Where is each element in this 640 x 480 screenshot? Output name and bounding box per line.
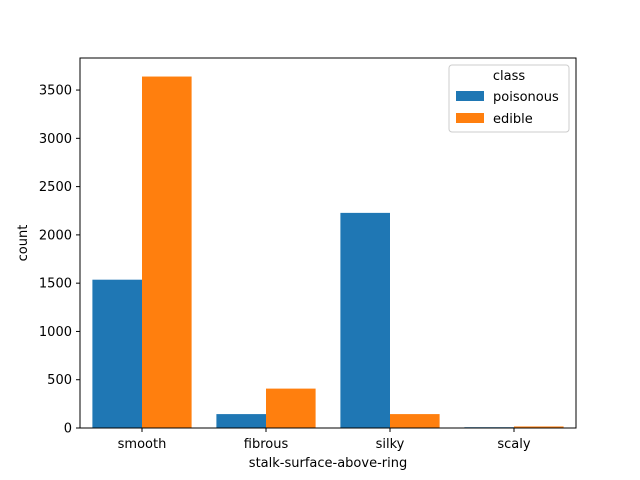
- legend-title: class: [493, 69, 525, 84]
- y-tick-label-500: 500: [47, 373, 72, 388]
- y-tick-label-0: 0: [64, 422, 72, 437]
- legend-label-edible: edible: [493, 112, 533, 127]
- bar-poisonous-smooth: [92, 279, 142, 428]
- bar-edible-fibrous: [266, 388, 316, 428]
- bars-group: [92, 76, 564, 428]
- y-axis-label: count: [16, 225, 31, 262]
- bar-edible-smooth: [142, 76, 192, 428]
- x-tick-label-scaly: scaly: [497, 437, 530, 452]
- legend-swatch-poisonous: [456, 91, 484, 101]
- y-tick-label-2000: 2000: [39, 228, 72, 243]
- y-tick-label-2500: 2500: [39, 180, 72, 195]
- legend: class poisonous edible: [448, 64, 570, 133]
- bar-edible-silky: [390, 414, 440, 428]
- y-axis-ticks: 0 500 1000 1500 2000 2500 3000 3500: [39, 84, 80, 437]
- x-axis-label: stalk-surface-above-ring: [249, 456, 407, 471]
- y-tick-label-1500: 1500: [39, 277, 72, 292]
- bar-poisonous-silky: [340, 212, 390, 428]
- bar-edible-scaly: [514, 426, 564, 428]
- y-tick-label-1000: 1000: [39, 325, 72, 340]
- x-tick-label-smooth: smooth: [118, 437, 167, 452]
- x-tick-label-fibrous: fibrous: [244, 437, 289, 452]
- y-tick-label-3500: 3500: [39, 84, 72, 99]
- y-tick-label-3000: 3000: [39, 132, 72, 147]
- plot-frame: [79, 57, 577, 429]
- x-tick-label-silky: silky: [376, 437, 405, 452]
- bar-poisonous-fibrous: [216, 414, 266, 428]
- x-axis-ticks: smooth fibrous silky scaly: [118, 428, 531, 452]
- legend-label-poisonous: poisonous: [493, 90, 559, 105]
- legend-swatch-edible: [456, 113, 484, 123]
